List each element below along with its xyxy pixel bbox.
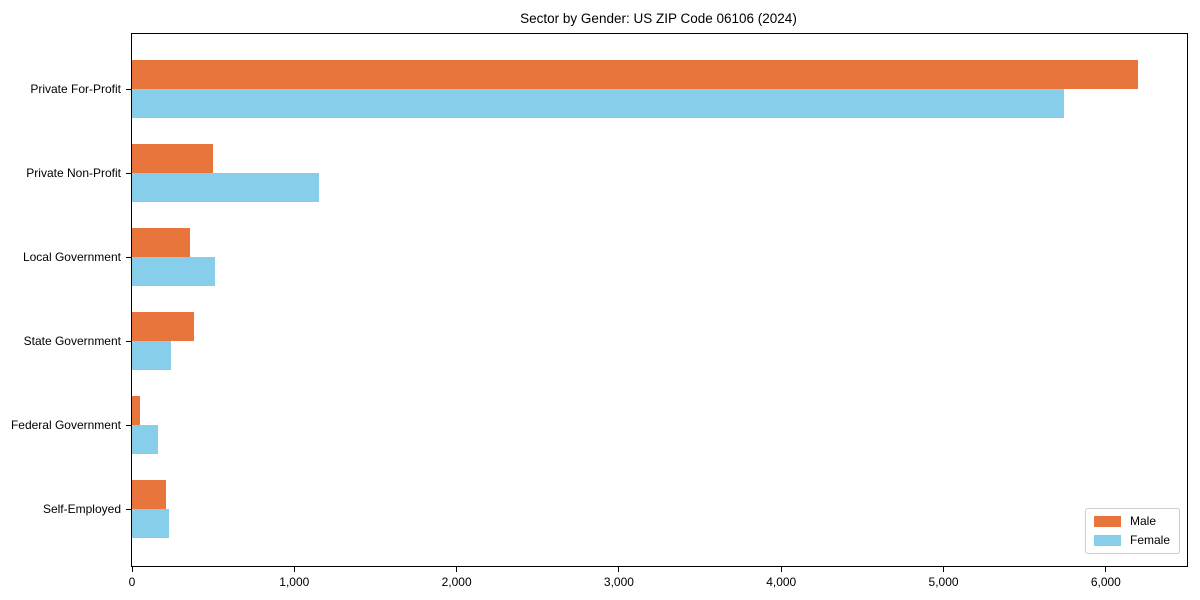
female-series-swatch xyxy=(1093,534,1121,546)
bar-female-4 xyxy=(132,425,158,454)
y-tick-mark xyxy=(126,341,131,342)
x-tick-mark xyxy=(1105,567,1107,572)
y-tick-label: Federal Government xyxy=(10,418,121,432)
bar-male-2 xyxy=(132,228,191,257)
y-tick-label: Private Non-Profit xyxy=(26,166,121,180)
chart-title: Sector by Gender: US ZIP Code 06106 (202… xyxy=(520,11,797,26)
bar-female-1 xyxy=(132,173,319,202)
legend-label-male: Male xyxy=(1129,514,1156,528)
x-tick-mark xyxy=(618,567,620,572)
x-tick-label: 6,000 xyxy=(1090,575,1121,589)
x-tick-mark xyxy=(780,567,782,572)
legend-item-male: Male xyxy=(1093,514,1170,528)
y-tick-mark xyxy=(126,509,131,510)
y-tick-mark xyxy=(126,89,131,90)
bar-female-5 xyxy=(132,509,170,538)
legend: Male Female xyxy=(1084,508,1180,554)
bar-female-0 xyxy=(132,89,1064,118)
y-tick-label: Private For-Profit xyxy=(30,82,121,96)
x-tick-label: 2,000 xyxy=(441,575,472,589)
x-tick-label: 3,000 xyxy=(603,575,634,589)
bar-male-0 xyxy=(132,60,1139,89)
y-tick-mark xyxy=(126,257,131,258)
x-tick-label: 0 xyxy=(128,575,136,589)
x-tick-mark xyxy=(131,567,133,572)
x-tick-mark xyxy=(293,567,295,572)
bar-male-5 xyxy=(132,480,167,509)
legend-item-female: Female xyxy=(1093,533,1170,547)
x-tick-mark xyxy=(456,567,458,572)
bar-female-3 xyxy=(132,341,171,370)
x-tick-label: 1,000 xyxy=(279,575,310,589)
legend-label-female: Female xyxy=(1129,533,1170,547)
x-tick-label: 5,000 xyxy=(928,575,959,589)
bar-male-3 xyxy=(132,312,194,341)
y-tick-mark xyxy=(126,425,131,426)
bar-male-4 xyxy=(132,396,141,425)
y-tick-label: Local Government xyxy=(22,250,121,264)
x-tick-label: 4,000 xyxy=(766,575,797,589)
y-tick-mark xyxy=(126,173,131,174)
y-tick-label: Self-Employed xyxy=(42,502,121,516)
bar-female-2 xyxy=(132,257,215,286)
bar-male-1 xyxy=(132,144,214,173)
plot-area: Private For-Profit Private Non-Profit Loca… xyxy=(11,33,1188,589)
y-tick-label: State Government xyxy=(23,334,121,348)
male-series-swatch xyxy=(1093,515,1121,527)
x-tick-mark xyxy=(943,567,945,572)
